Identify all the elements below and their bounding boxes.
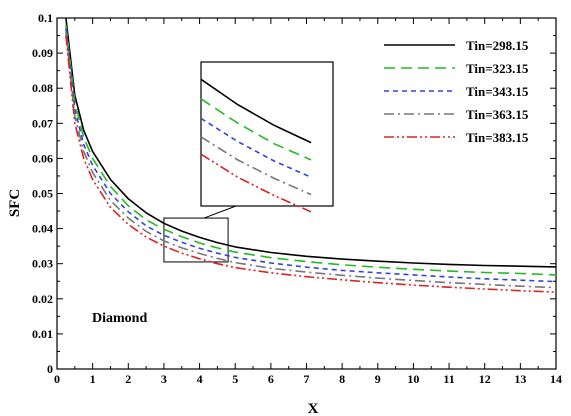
x-tick-label: 7 [304,372,310,386]
zoom-inset [163,61,334,263]
inset-frame [200,61,334,207]
x-tick-label: 0 [54,372,60,386]
y-tick-label: 0.03 [32,257,53,271]
x-tick-label: 11 [443,372,454,386]
x-tick-label: 6 [268,372,274,386]
y-tick-label: 0.05 [32,187,53,201]
zoom-region-box [163,217,229,263]
y-tick-label: 0 [47,362,53,376]
x-tick-label: 13 [514,372,526,386]
inset-series-line [200,117,312,178]
x-tick-label: 2 [125,372,131,386]
x-tick-label: 9 [375,372,381,386]
y-axis-title: SFC [7,189,23,217]
x-tick-label: 12 [479,372,491,386]
x-tick-label: 1 [90,372,96,386]
x-tick-label: 3 [161,372,167,386]
inset-series-line [200,136,312,196]
zoom-connector [203,205,237,219]
series-line [65,28,557,283]
legend-label: Tin=343.15 [466,84,529,99]
y-tick-label: 0.02 [32,292,53,306]
x-tick-label: 10 [407,372,419,386]
y-tick-label: 0.1 [38,11,53,25]
x-tick-label: 14 [550,372,562,386]
y-tick-label: 0.01 [32,327,53,341]
y-tick-label: 0.06 [32,151,53,165]
x-tick-label: 4 [197,372,203,386]
legend-label: Tin=363.15 [466,107,529,122]
inset-series-line [200,78,312,144]
series-line [65,31,557,289]
legend-label: Tin=298.15 [466,38,529,53]
legend-label: Tin=323.15 [466,61,529,76]
y-tick-label: 0.04 [32,222,53,236]
inset-series-line [200,98,312,161]
series-line [65,17,557,268]
x-tick-label: 5 [232,372,238,386]
y-tick-label: 0.08 [32,81,53,95]
x-tick-label: 8 [339,372,345,386]
legend: Tin=298.15 Tin=323.15 Tin=343.15 Tin=363.15… [384,38,529,145]
plot-area: 0 1 2 3 4 5 6 7 8 9 10 11 12 13 1400.010.020.030.040.0… [32,11,562,386]
x-axis-title: X [308,401,319,416]
y-tick-label: 0.09 [32,46,53,60]
series-line [65,35,557,293]
legend-label: Tin=383.15 [466,130,529,145]
series-line [65,24,557,276]
diamond-annotation: Diamond [92,311,147,326]
y-tick-label: 0.07 [32,116,53,130]
